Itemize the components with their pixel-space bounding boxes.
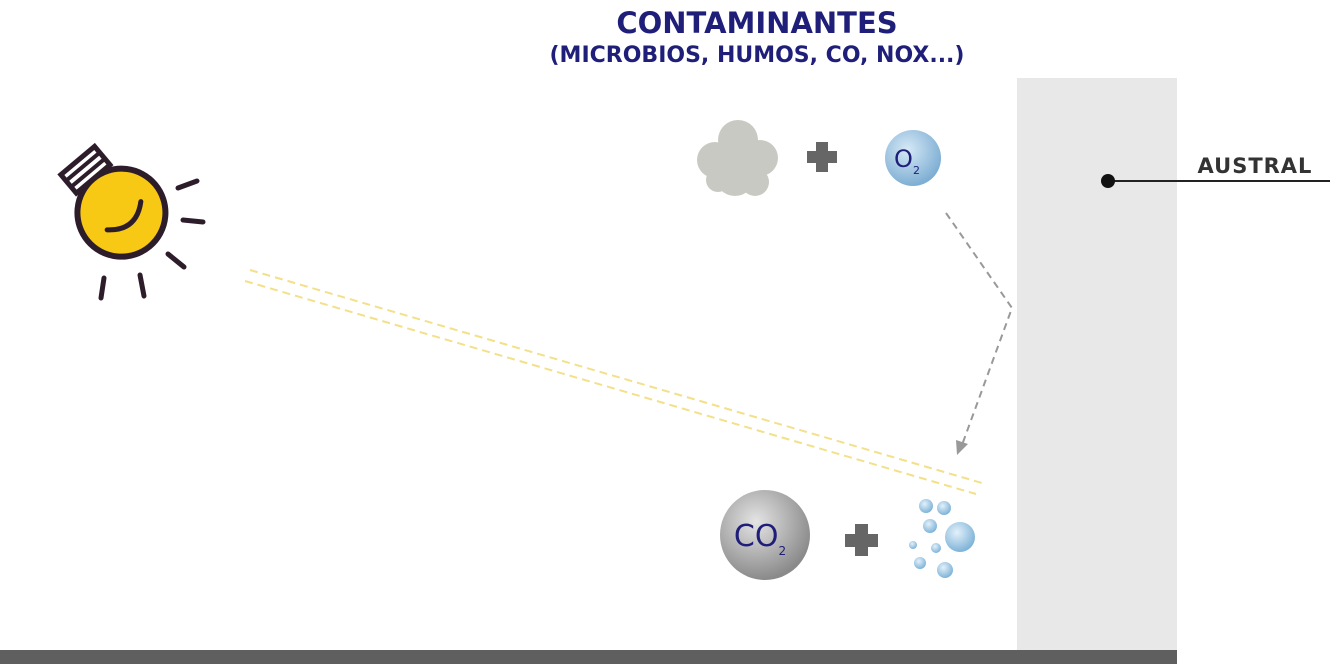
light-beam xyxy=(245,281,976,494)
subscript: 2 xyxy=(778,544,786,558)
subtitle-text: (MICROBIOS, HUMOS, CO, NOX...) xyxy=(550,43,965,68)
subtitle: (MICROBIOS, HUMOS, CO, NOX...) xyxy=(550,43,965,68)
wall-texture xyxy=(1017,78,1177,652)
wall-label-text: AUSTRAL xyxy=(1198,154,1313,178)
title-text: CONTAMINANTES xyxy=(616,6,897,40)
title: CONTAMINANTES xyxy=(616,6,897,40)
water-bubbles xyxy=(909,499,975,578)
page: CONTAMINANTES (MICROBIOS, HUMOS, CO, NOX… xyxy=(0,0,1330,664)
symbol: CO xyxy=(734,519,779,554)
ground xyxy=(0,650,1177,664)
reaction-arrow xyxy=(946,213,1012,445)
light-beam xyxy=(250,270,982,483)
plus-sign xyxy=(807,142,837,172)
label-dot xyxy=(1101,174,1115,188)
arrow-head xyxy=(956,440,968,455)
pollutant-cloud xyxy=(697,120,778,196)
subscript: 2 xyxy=(913,164,920,177)
plus-sign xyxy=(845,524,878,556)
diagram: CONTAMINANTES (MICROBIOS, HUMOS, CO, NOX… xyxy=(0,0,1330,664)
symbol: O xyxy=(894,145,913,173)
co2-label: CO2 xyxy=(734,519,786,558)
wall-label: AUSTRAL xyxy=(1198,154,1313,178)
light-bulb xyxy=(44,132,183,274)
